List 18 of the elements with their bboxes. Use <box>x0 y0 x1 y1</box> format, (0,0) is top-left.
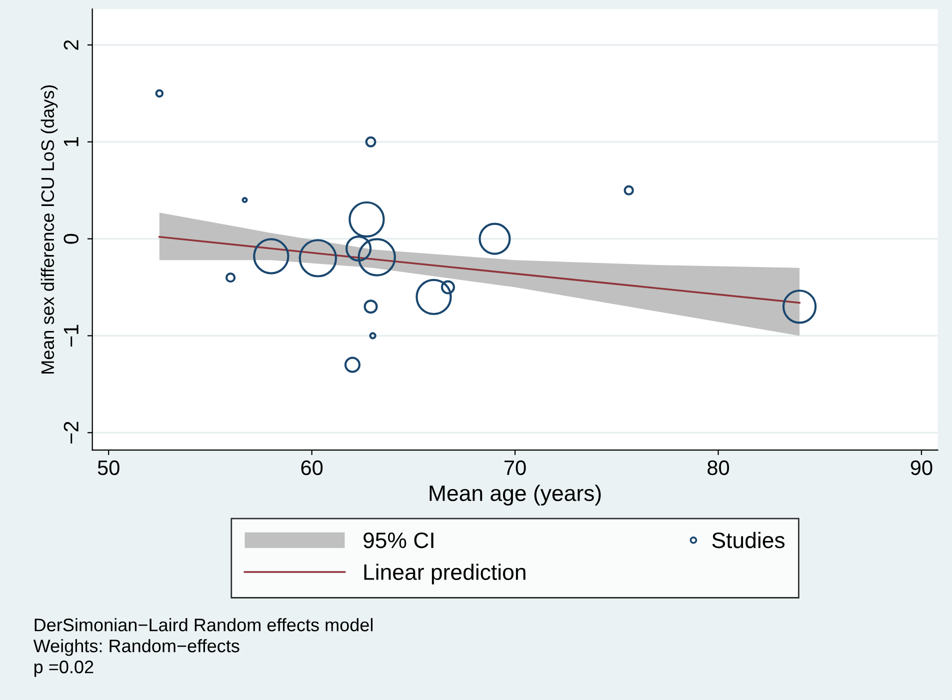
y-tick-label: 2 <box>64 40 78 50</box>
y-tick-label: −1 <box>64 324 78 347</box>
x-axis-title: Mean age (years) <box>430 484 601 506</box>
legend-label: Linear prediction <box>364 564 526 584</box>
x-tick-label: 70 <box>504 460 526 476</box>
x-tick-label: 50 <box>98 460 120 476</box>
y-tick-label: −2 <box>64 422 78 444</box>
x-tick-label: 60 <box>301 460 323 476</box>
x-tick-label: 90 <box>910 460 932 476</box>
text: 95% CI <box>364 532 434 548</box>
text: Weights: Random−effects <box>33 639 240 656</box>
text: p =0.02 <box>34 660 94 677</box>
y-tick-label: 0 <box>64 234 79 244</box>
x-tick-label: 80 <box>708 460 730 476</box>
legend-label: Studies <box>712 532 785 548</box>
y-tick-label: 1 <box>64 137 78 146</box>
y-axis-title: Mean sex difference ICU LoS (days) <box>40 85 58 374</box>
text: DerSimonian−Laird Random effects model <box>34 618 373 632</box>
